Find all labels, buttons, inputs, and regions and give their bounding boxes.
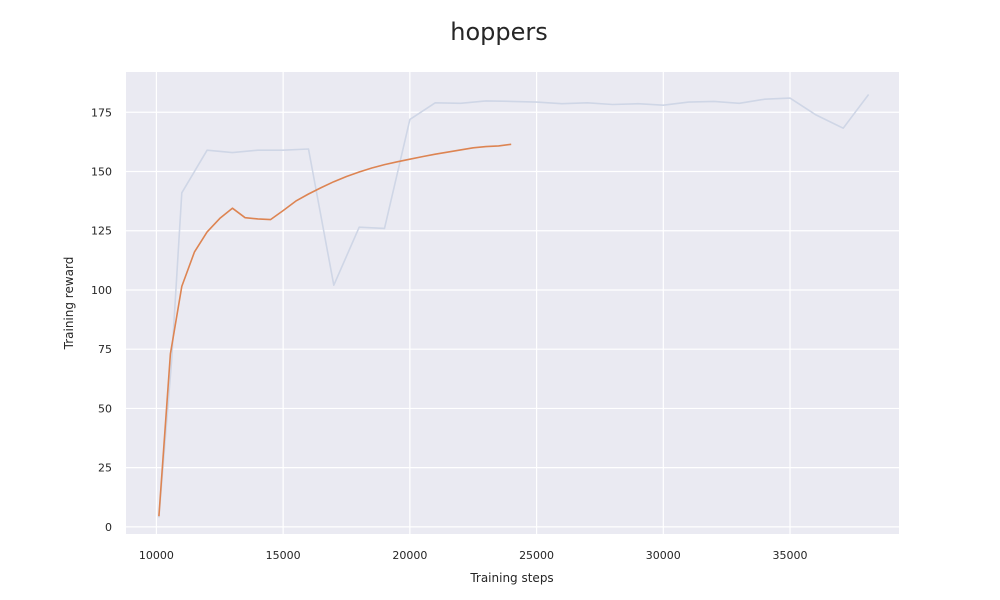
y-tick-label: 175 [91,106,112,119]
y-tick-label: 75 [98,343,112,356]
y-tick-label: 25 [98,462,112,475]
x-tick-label: 20000 [392,549,427,562]
y-tick-label: 150 [91,166,112,179]
y-tick-label: 50 [98,402,112,415]
y-tick-label: 0 [105,521,112,534]
x-axis-title: Training steps [469,571,553,585]
series-line-1 [158,94,870,518]
y-tick-labels: 0 25 50 75 100 125 150 175 [91,106,112,534]
x-tick-label: 35000 [773,549,808,562]
grid-lines [126,72,899,534]
x-tick-label: 25000 [519,549,554,562]
series-line-2 [158,143,512,517]
x-tick-label: 10000 [139,549,174,562]
y-axis-title: Training reward [62,257,76,351]
y-tick-label: 100 [91,284,112,297]
chart-title: hoppers [450,18,548,46]
series-lines [158,94,870,518]
x-tick-labels: 10000 15000 20000 25000 30000 35000 [139,549,808,562]
x-tick-label: 15000 [266,549,301,562]
x-tick-label: 30000 [646,549,681,562]
y-tick-label: 125 [91,225,112,238]
plot-area-background [126,72,899,534]
